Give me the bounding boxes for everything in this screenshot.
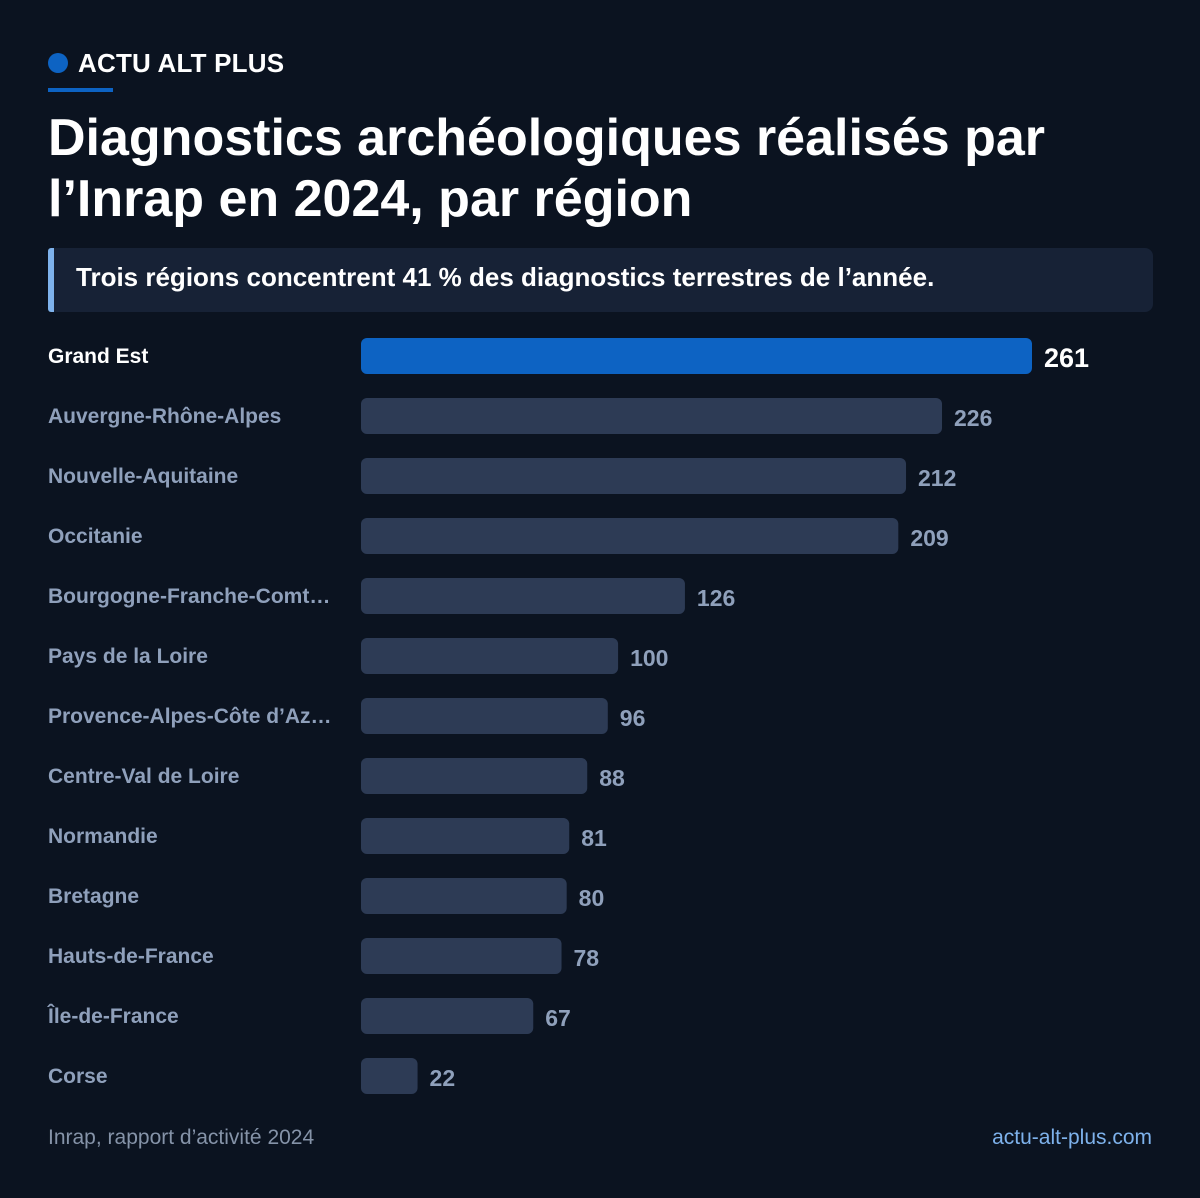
bar [361,878,567,914]
value-label: 226 [954,405,992,431]
bar [361,998,534,1034]
bar [361,518,899,554]
value-label: 80 [579,885,605,911]
bar [361,938,562,974]
bar [361,638,619,674]
value-label: 209 [910,525,948,551]
bar [361,338,1032,374]
value-label: 81 [581,825,607,851]
value-label: 126 [697,585,735,611]
category-label: Auvergne-Rhône-Alpes [48,405,281,428]
category-label: Bourgogne-Franche-Comt… [48,585,330,608]
category-label: Corse [48,1065,108,1088]
bar [361,698,608,734]
brand: ACTU ALT PLUS [48,46,284,80]
category-label: Pays de la Loire [48,645,208,668]
callout-text: Trois régions concentrent 41 % des diagn… [76,262,935,292]
category-label: Centre-Val de Loire [48,765,239,788]
value-label: 212 [918,465,956,491]
brand-dot-icon [48,53,68,73]
category-label: Bretagne [48,885,139,908]
source-note: Inrap, rapport d’activité 2024 [48,1126,315,1149]
category-label: Île-de-France [47,1004,179,1028]
bar [361,398,943,434]
value-label: 78 [574,945,600,971]
category-label: Hauts-de-France [48,945,214,968]
brand-name: ACTU ALT PLUS [78,47,285,78]
category-label: Normandie [48,825,158,848]
value-label: 22 [430,1065,456,1091]
bar [361,458,907,494]
bar [361,578,685,614]
brand-underline [48,88,113,92]
bar [361,818,570,854]
callout-accent-bar [48,248,54,312]
site-link[interactable]: actu-alt-plus.com [992,1126,1152,1149]
chart-title: Diagnostics archéologiques réalisés par … [48,109,1046,228]
value-label: 261 [1044,343,1089,373]
bar [361,758,588,794]
category-label: Occitanie [48,525,143,548]
value-label: 67 [545,1005,571,1031]
bar [361,1058,418,1094]
key-takeaway-callout: Trois régions concentrent 41 % des diagn… [48,248,1153,312]
category-label: Provence-Alpes-Côte d’Az… [48,705,332,728]
category-label: Nouvelle-Aquitaine [48,465,238,488]
category-label: Grand Est [48,345,148,368]
value-label: 100 [630,645,668,671]
value-label: 96 [620,705,646,731]
value-label: 88 [599,765,625,791]
